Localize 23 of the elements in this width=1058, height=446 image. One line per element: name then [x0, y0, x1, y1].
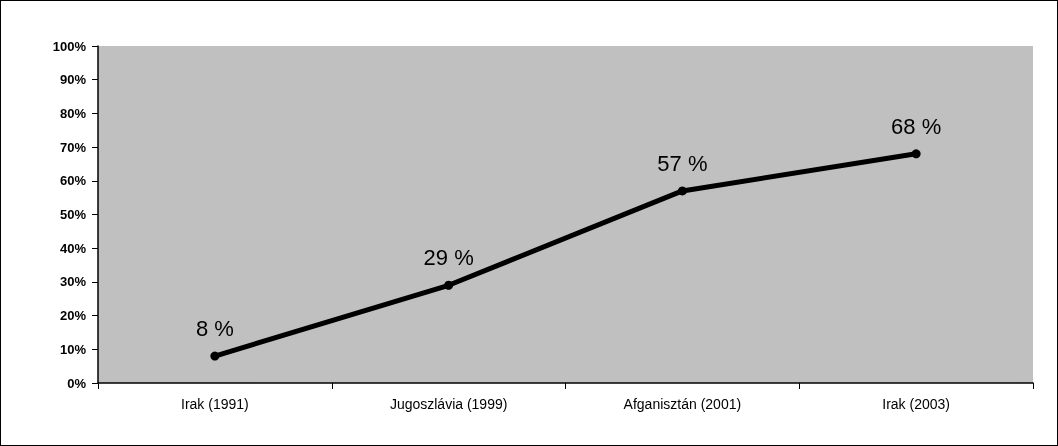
y-tick-label: 50% — [59, 207, 87, 222]
point — [911, 149, 921, 159]
y-tick-label: 90% — [59, 72, 87, 88]
y-tick-label: 40% — [59, 240, 87, 256]
x-tick-label: Irak (2003) — [882, 396, 950, 412]
data-label: 8 % — [195, 316, 234, 342]
data-label: 29 % — [423, 245, 474, 271]
y-tick-label: 60% — [59, 173, 87, 189]
y-tick-label: 70% — [59, 139, 87, 155]
x-tick-label: Jugoszlávia (1999) — [389, 396, 508, 412]
y-tick-label: 30% — [59, 274, 87, 290]
point — [444, 280, 454, 290]
y-tick-label: 80% — [59, 105, 87, 121]
data-label: 68 % — [891, 113, 942, 139]
y-tick-label: 100% — [52, 38, 87, 54]
y-tick-label: 10% — [59, 341, 87, 357]
point — [677, 186, 687, 196]
point — [210, 351, 220, 361]
x-tick-label: Irak (1991) — [181, 396, 249, 412]
y-tick-label: 0% — [67, 375, 87, 391]
x-tick-label: Afganisztán (2001) — [623, 396, 742, 412]
data-label: 57 % — [657, 150, 708, 176]
y-tick-label: 20% — [59, 308, 87, 324]
